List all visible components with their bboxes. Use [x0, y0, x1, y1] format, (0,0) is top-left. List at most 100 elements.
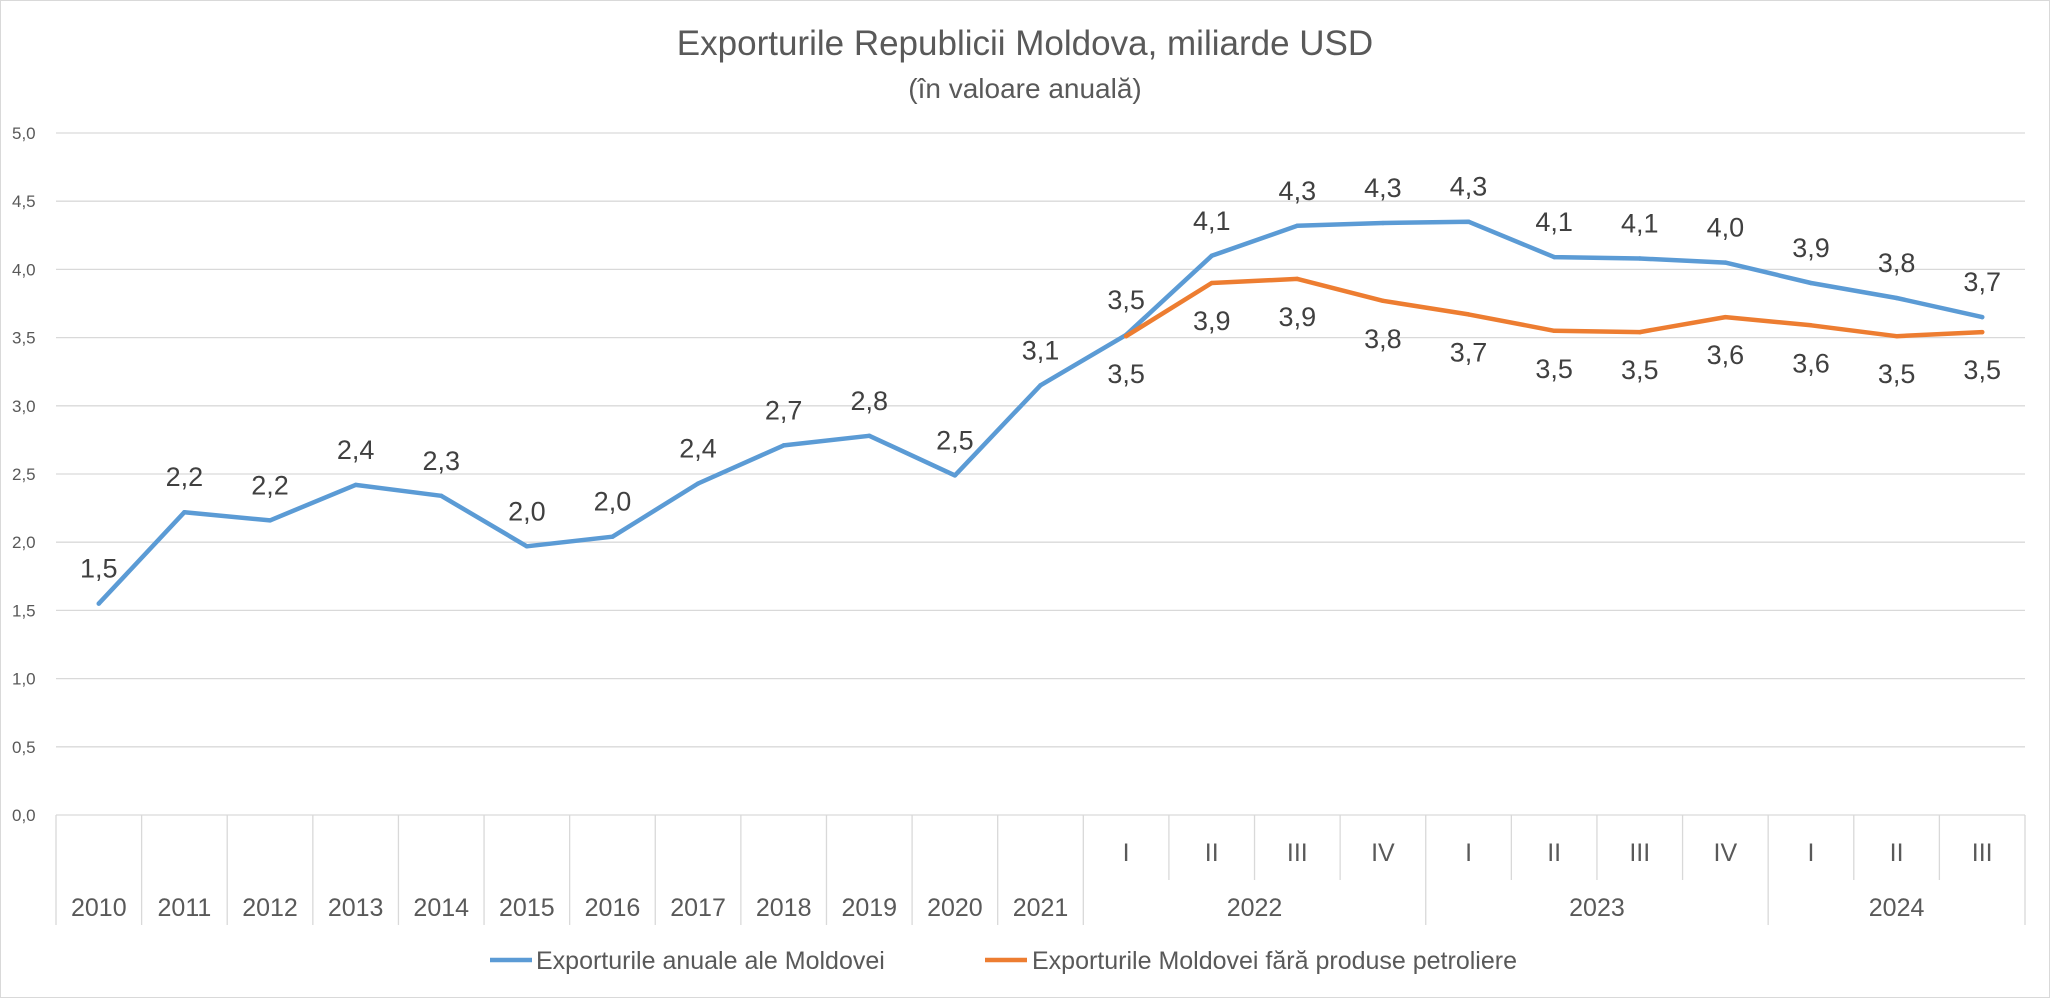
data-point — [952, 473, 958, 478]
x-year-label: 2020 — [927, 894, 983, 922]
data-label: 3,7 — [1963, 267, 2001, 297]
data-label: 1,5 — [80, 554, 118, 584]
chart-subtitle: (în valoare anuală) — [908, 73, 1141, 104]
data-point — [182, 509, 187, 515]
data-label: 3,8 — [1878, 248, 1916, 278]
x-year-label: 2010 — [71, 894, 127, 922]
x-year-group-label: 2024 — [1869, 894, 1925, 922]
y-tick-label: 4,0 — [12, 260, 36, 279]
y-tick-label: 0,5 — [12, 738, 36, 757]
data-point — [1894, 334, 1899, 339]
data-point — [1209, 253, 1214, 258]
data-point — [1808, 323, 1814, 328]
data-label: 2,4 — [679, 434, 717, 464]
x-quarter-label: III — [1287, 839, 1308, 867]
y-tick-label: 2,0 — [12, 533, 36, 552]
data-point — [439, 493, 444, 499]
data-point — [524, 544, 530, 549]
y-tick-label: 0,0 — [12, 806, 36, 825]
data-point — [1551, 328, 1557, 333]
data-label: 3,5 — [1535, 354, 1573, 384]
y-tick-label: 2,5 — [12, 465, 36, 484]
x-year-label: 2015 — [499, 894, 555, 922]
x-year-label: 2021 — [1013, 894, 1069, 922]
x-quarter-label: II — [1547, 839, 1561, 867]
data-point — [353, 482, 358, 488]
data-label: 2,5 — [936, 425, 974, 455]
data-label: 3,9 — [1193, 306, 1231, 336]
data-point — [867, 433, 872, 439]
data-label: 2,0 — [508, 496, 546, 526]
data-point — [695, 481, 701, 486]
x-quarter-label: I — [1808, 839, 1815, 867]
data-label: 2,0 — [594, 487, 632, 517]
x-year-label: 2019 — [841, 894, 897, 922]
data-label: 2,4 — [337, 435, 375, 465]
data-label: 4,3 — [1364, 173, 1402, 203]
data-label: 3,7 — [1450, 337, 1488, 367]
y-tick-label: 3,5 — [12, 329, 36, 348]
x-quarter-label: III — [1972, 839, 1993, 867]
data-point — [1380, 220, 1386, 226]
y-tick-label: 3,0 — [12, 397, 36, 416]
y-tick-label: 4,5 — [12, 192, 36, 211]
y-tick-label: 1,5 — [12, 601, 36, 620]
data-point — [96, 601, 102, 606]
data-label: 3,5 — [1621, 355, 1659, 385]
x-quarter-label: IV — [1371, 839, 1395, 867]
data-label: 3,5 — [1107, 359, 1145, 389]
data-label: 3,6 — [1792, 348, 1830, 378]
data-point — [1038, 383, 1043, 388]
data-point — [1123, 334, 1129, 339]
x-year-label: 2012 — [242, 894, 298, 922]
y-tick-label: 5,0 — [12, 124, 36, 143]
data-point — [1894, 295, 1899, 301]
data-label: 3,8 — [1364, 324, 1402, 354]
x-year-label: 2011 — [158, 894, 212, 922]
data-point — [1723, 314, 1728, 320]
data-label: 2,2 — [251, 470, 289, 500]
x-quarter-label: I — [1123, 839, 1130, 867]
data-label: 4,3 — [1450, 172, 1488, 202]
data-label: 4,3 — [1279, 176, 1317, 206]
data-point — [1551, 254, 1557, 260]
data-label: 3,1 — [1022, 335, 1060, 365]
series-lines — [96, 219, 1985, 606]
legend-label-1: Exporturile anuale ale Moldovei — [536, 947, 885, 975]
data-point — [610, 534, 615, 539]
x-year-label: 2013 — [328, 894, 384, 922]
x-quarter-label: III — [1629, 839, 1650, 867]
data-label: 3,5 — [1107, 285, 1145, 315]
x-year-label: 2014 — [413, 894, 469, 922]
data-point — [1295, 276, 1300, 282]
data-point — [1637, 329, 1642, 335]
data-point — [1466, 219, 1471, 224]
data-label: 4,1 — [1535, 207, 1573, 237]
x-year-label: 2017 — [670, 894, 726, 922]
data-point — [781, 443, 786, 448]
data-label: 2,2 — [166, 462, 204, 492]
data-label: 3,9 — [1279, 302, 1317, 332]
data-label: 2,8 — [851, 386, 889, 416]
data-label: 3,5 — [1963, 355, 2001, 385]
gridlines — [56, 132, 2025, 816]
legend: Exporturile anuale ale Moldovei Exporturi… — [490, 947, 1517, 975]
data-label: 3,9 — [1792, 233, 1830, 263]
x-year-label: 2016 — [585, 894, 641, 922]
data-point — [1209, 280, 1214, 286]
data-label: 3,5 — [1878, 359, 1916, 389]
data-point — [267, 518, 273, 523]
data-labels: 1,5 2,2 2,2 2,4 2,3 2,0 2,0 2,4 2,7 2,8 2,5 3,1 3,5 4… — [80, 172, 2001, 584]
data-point — [1466, 312, 1471, 317]
data-point — [1979, 329, 1985, 335]
data-point — [1723, 260, 1728, 265]
data-label: 4,1 — [1621, 208, 1659, 238]
x-year-group-label: 2023 — [1569, 894, 1625, 922]
data-point — [1808, 280, 1814, 286]
x-quarter-label: II — [1205, 839, 1219, 867]
data-point — [1637, 256, 1642, 261]
chart-title: Exporturile Republicii Moldova, miliarde… — [677, 24, 1373, 63]
